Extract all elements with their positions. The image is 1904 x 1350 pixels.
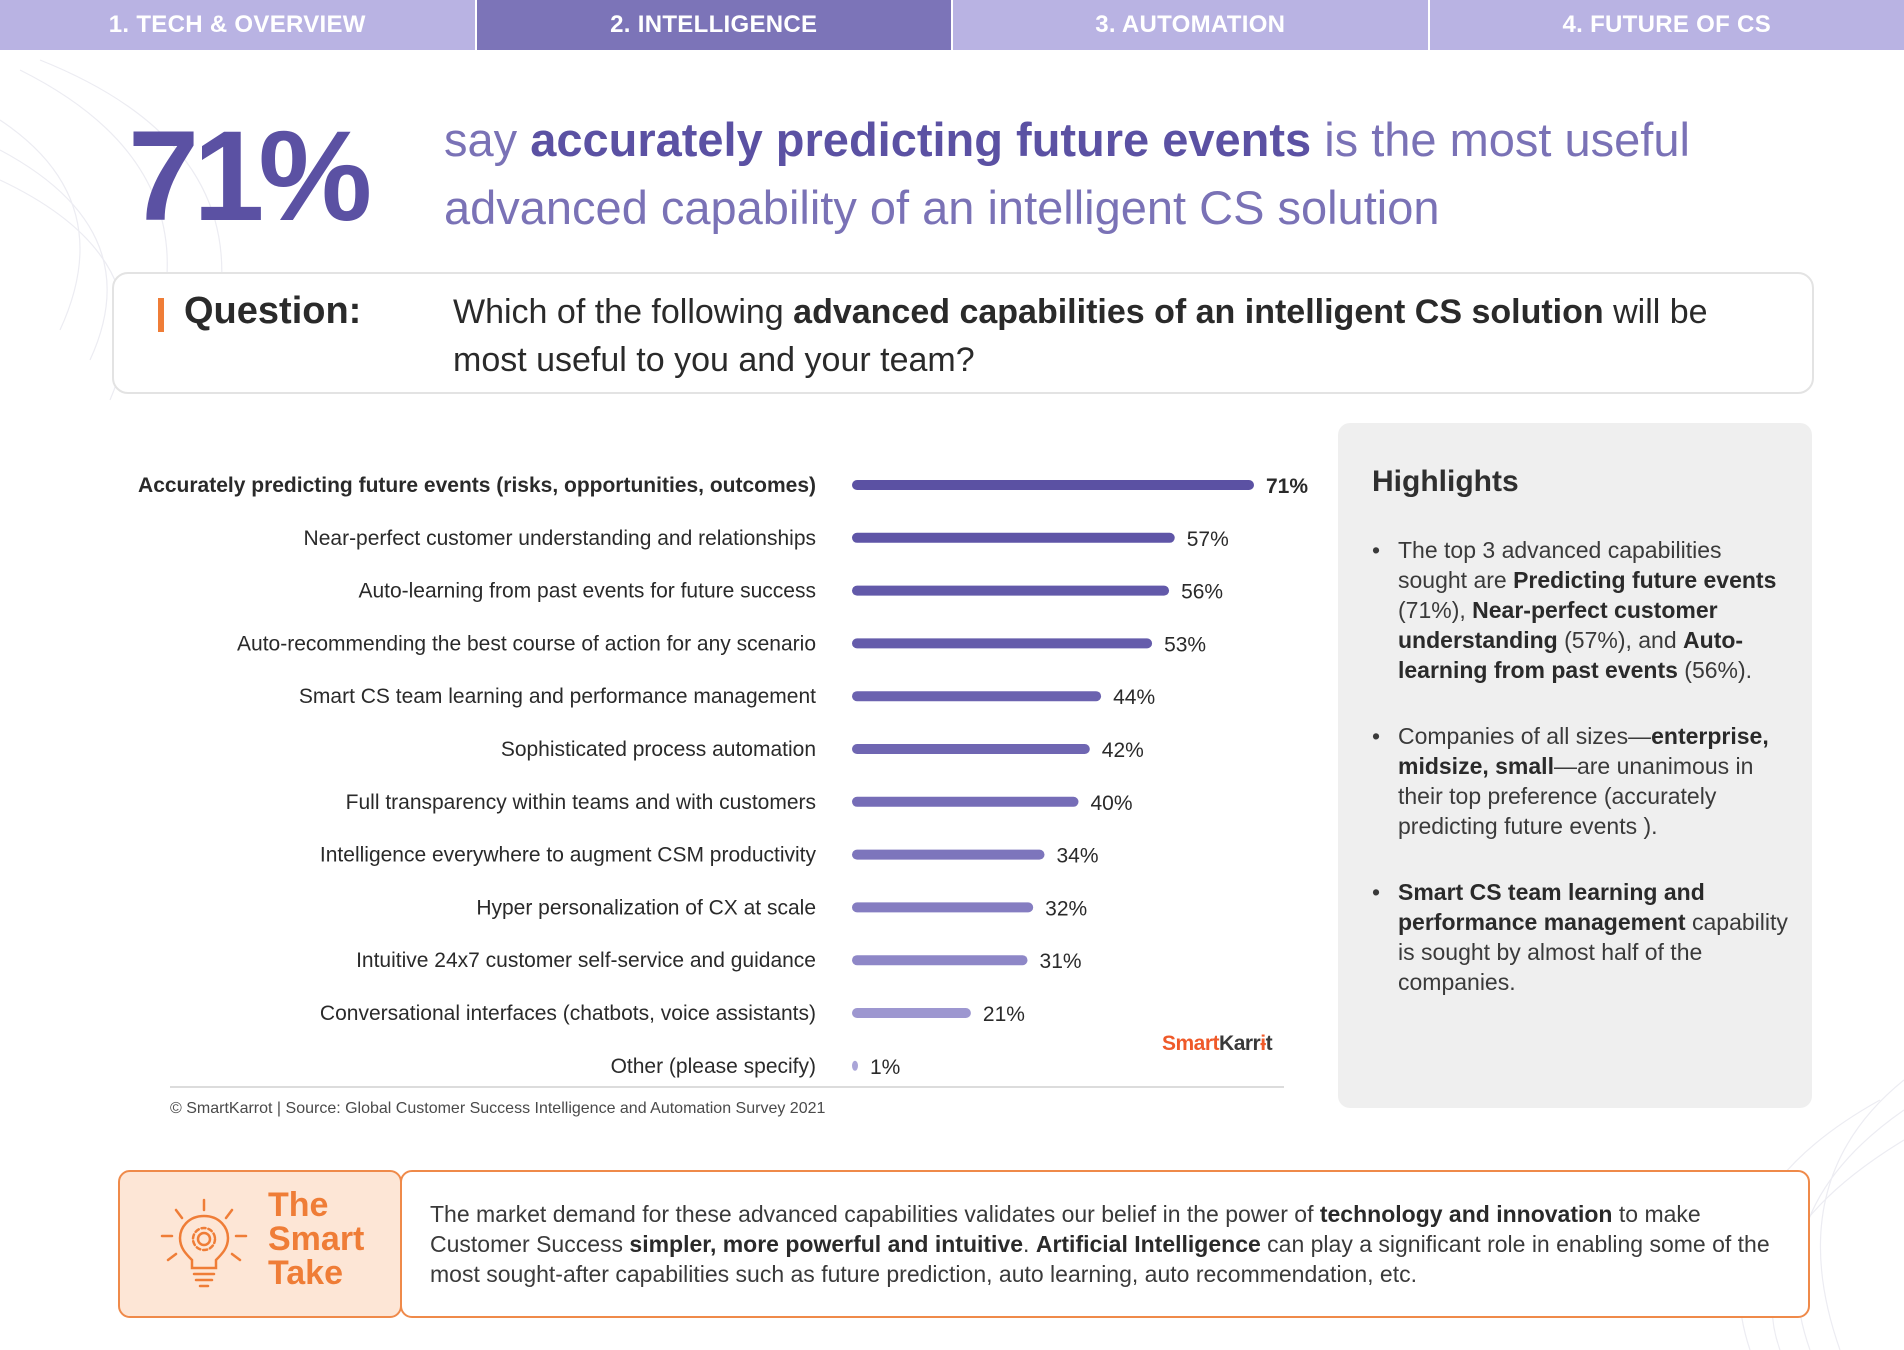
- category-label: Other (please specify): [611, 1055, 816, 1078]
- question-label: Question:: [184, 290, 362, 332]
- section-tabs: 1. TECH & OVERVIEW 2. INTELLIGENCE 3. AU…: [0, 0, 1904, 50]
- highlight-text: Companies of all sizes—: [1398, 723, 1652, 749]
- question-pre: Which of the following: [453, 293, 794, 331]
- take-text-strong: technology and innovation: [1319, 1201, 1613, 1227]
- value-label: 40%: [1090, 792, 1132, 815]
- category-label: Near-perfect customer understanding and …: [304, 527, 816, 550]
- take-text-part: can play a significant role in enabling …: [430, 1231, 1770, 1287]
- question-text: Which of the following advanced capabili…: [453, 288, 1783, 384]
- category-label: Intelligence everywhere to augment CSM p…: [320, 844, 817, 867]
- highlight-strong: enterprise, midsize, small: [1398, 723, 1769, 779]
- source-note: © SmartKarrot | Source: Global Customer …: [170, 1100, 826, 1117]
- bar: [852, 1008, 971, 1018]
- headline-stat: 71%: [128, 105, 372, 248]
- category-label: Conversational interfaces (chatbots, voi…: [320, 1002, 816, 1025]
- bar: [852, 480, 1254, 490]
- category-label: Sophisticated process automation: [501, 738, 816, 761]
- question-emphasis: advanced capabilities of an intelligent …: [793, 293, 1604, 331]
- headline-pre: say: [444, 113, 531, 166]
- take-text-strong: simpler, more powerful and intuitive: [629, 1231, 1024, 1257]
- logo-part-karr: Karr: [1219, 1032, 1261, 1055]
- tab-automation[interactable]: 3. AUTOMATION: [953, 0, 1430, 50]
- value-label: 31%: [1040, 950, 1082, 973]
- category-label: Full transparency within teams and with …: [346, 791, 816, 814]
- chart-divider: [170, 1086, 1284, 1088]
- highlight-strong: Near-perfect customer understanding: [1398, 597, 1718, 653]
- highlight-text: capability is sought by almost half of t…: [1398, 909, 1788, 995]
- value-label: 1%: [870, 1056, 900, 1079]
- question-post: will be most useful to you and your team…: [453, 293, 1708, 379]
- take-text-strong: Artificial Intelligence: [1035, 1231, 1261, 1257]
- category-label: Intuitive 24x7 customer self-service and…: [356, 949, 816, 972]
- value-label: 53%: [1164, 633, 1206, 656]
- take-text-part: .: [1023, 1231, 1036, 1257]
- bar: [852, 849, 1045, 860]
- bar: [852, 796, 1079, 807]
- take-text-part: to make Customer Success: [430, 1201, 1701, 1257]
- bullet-icon: •: [1372, 723, 1381, 749]
- highlight-strong: Auto-learning from past events: [1398, 627, 1744, 683]
- bullet-icon: •: [1372, 537, 1381, 563]
- highlight-text: —are unanimous in their top preference (…: [1398, 753, 1754, 839]
- highlight-item: • The top 3 advanced capabilities sought…: [1372, 535, 1792, 685]
- question-accent-bar: [158, 298, 164, 332]
- logo-part-smart: Smart: [1162, 1032, 1220, 1055]
- headline-emphasis: accurately predicting future events: [530, 113, 1312, 166]
- category-label: Auto-recommending the best course of act…: [237, 632, 816, 655]
- value-label: 71%: [1266, 475, 1308, 498]
- bar: [852, 1060, 858, 1071]
- highlights-panel: Highlights • The top 3 advanced capabili…: [1338, 423, 1812, 1108]
- value-label: 34%: [1057, 845, 1099, 868]
- smart-take-text: The market demand for these advanced cap…: [430, 1199, 1800, 1289]
- value-label: 42%: [1102, 739, 1144, 762]
- bar: [852, 902, 1034, 913]
- value-label: 32%: [1045, 897, 1087, 920]
- headline-text: say accurately predicting future events …: [444, 106, 1784, 242]
- smart-take-title-line: Smart: [268, 1220, 365, 1258]
- bar: [852, 585, 1170, 596]
- smart-take-badge: The Smart Take: [118, 1170, 402, 1318]
- smart-take-title: The Smart Take: [268, 1188, 364, 1290]
- category-label: Smart CS team learning and performance m…: [299, 685, 816, 708]
- highlight-item: • Companies of all sizes—enterprise, mid…: [1372, 721, 1792, 841]
- capabilities-bar-chart: Accurately predicting future events (ris…: [138, 474, 1308, 1079]
- bar: [852, 691, 1102, 702]
- highlight-strong: Smart CS team learning and performance m…: [1398, 879, 1705, 935]
- value-label: 56%: [1181, 581, 1223, 604]
- headline-post: is the most useful advanced capability o…: [444, 113, 1690, 234]
- question-box: Question: Which of the following advance…: [112, 272, 1814, 394]
- bar: [852, 638, 1153, 649]
- smartkarrot-logo: SmartKarrɨt: [1162, 1032, 1273, 1056]
- tab-intelligence[interactable]: 2. INTELLIGENCE: [476, 0, 953, 50]
- bullet-icon: •: [1372, 879, 1381, 905]
- lightbulb-gear-icon: [160, 1198, 248, 1288]
- highlight-text: (71%),: [1398, 597, 1473, 623]
- highlight-strong: Predicting future events: [1513, 567, 1777, 593]
- category-label: Auto-learning from past events for futur…: [358, 580, 816, 603]
- highlight-item: • Smart CS team learning and performance…: [1372, 877, 1792, 997]
- tab-tech-overview[interactable]: 1. TECH & OVERVIEW: [0, 0, 477, 50]
- smart-take-title-line: The: [268, 1186, 329, 1224]
- highlight-text: The top 3 advanced capabilities sought a…: [1398, 537, 1722, 593]
- category-label: Accurately predicting future events (ris…: [138, 474, 816, 497]
- highlights-title: Highlights: [1372, 465, 1519, 498]
- smart-take-title-line: Take: [268, 1254, 343, 1292]
- bar: [852, 744, 1090, 754]
- highlight-text: (56%).: [1677, 657, 1753, 683]
- logo-part-t: t: [1265, 1032, 1273, 1055]
- highlight-text: (57%), and: [1557, 627, 1684, 653]
- tab-future-of-cs[interactable]: 4. FUTURE OF CS: [1429, 0, 1904, 50]
- value-label: 57%: [1187, 528, 1229, 551]
- logo-carrot-mark: ɨ: [1260, 1032, 1266, 1055]
- bar: [852, 532, 1175, 543]
- smart-take-box: The market demand for these advanced cap…: [400, 1170, 1810, 1318]
- take-text-part: The market demand for these advanced cap…: [430, 1201, 1320, 1227]
- bar: [852, 955, 1028, 966]
- category-label: Hyper personalization of CX at scale: [476, 896, 816, 919]
- value-label: 44%: [1113, 686, 1155, 709]
- value-label: 21%: [983, 1003, 1025, 1026]
- highlights-list: • The top 3 advanced capabilities sought…: [1372, 535, 1792, 1033]
